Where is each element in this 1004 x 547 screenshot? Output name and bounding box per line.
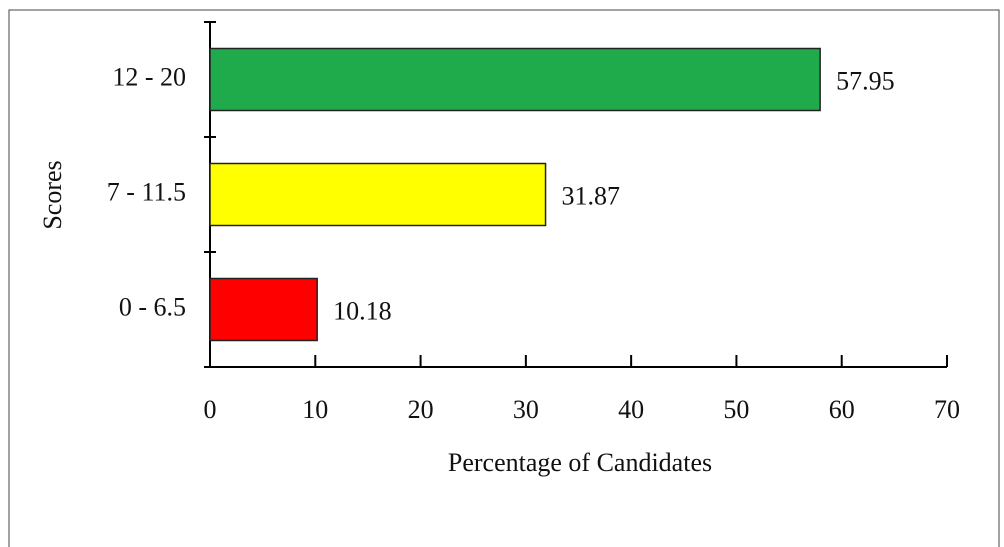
- x-tick-label: 10: [302, 395, 328, 424]
- x-tick-label: 20: [408, 395, 434, 424]
- y-axis-label: Scores: [38, 160, 67, 229]
- data-label: 31.87: [562, 181, 621, 210]
- x-axis-label: Percentage of Candidates: [448, 448, 712, 477]
- x-tick-label: 70: [934, 395, 960, 424]
- data-label: 10.18: [333, 296, 392, 325]
- y-tick-label: 7 - 11.5: [107, 177, 186, 206]
- bar: [209, 277, 318, 342]
- x-tick-label: 60: [829, 395, 855, 424]
- bar: [209, 162, 547, 227]
- x-tick-label: 30: [513, 395, 539, 424]
- y-tick-label: 0 - 6.5: [119, 292, 186, 321]
- y-tick-label: 12 - 20: [112, 62, 186, 91]
- x-tick-label: 50: [723, 395, 749, 424]
- x-tick-label: 0: [204, 395, 217, 424]
- bar: [209, 47, 821, 112]
- x-tick-label: 40: [618, 395, 644, 424]
- data-label: 57.95: [836, 66, 895, 95]
